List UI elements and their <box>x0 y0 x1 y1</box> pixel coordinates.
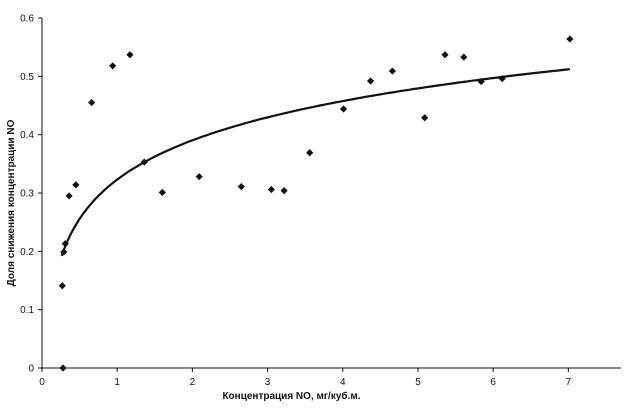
y-tick-label: 0.1 <box>20 305 34 316</box>
data-point-marker <box>339 105 348 113</box>
data-point-marker <box>158 188 166 197</box>
data-point-marker <box>566 35 574 43</box>
y-axis-ticks: 0 0.1 0.2 0.3 0.4 0.5 0.6 <box>20 14 42 375</box>
data-points <box>58 35 574 372</box>
x-tick-label: 5 <box>415 377 421 388</box>
data-point-marker <box>280 187 288 195</box>
data-point-marker <box>195 173 203 181</box>
data-point-marker <box>72 181 80 189</box>
y-tick-label: 0.5 <box>20 72 34 83</box>
data-point-marker <box>498 75 506 83</box>
data-point-marker <box>109 62 117 70</box>
data-point-marker <box>61 240 69 248</box>
x-tick-label: 4 <box>340 377 346 388</box>
x-tick-label: 7 <box>566 377 572 388</box>
y-tick-label: 0 <box>28 364 34 375</box>
logarithmic-trendline <box>60 68 571 257</box>
data-point-marker <box>388 67 397 75</box>
data-point-marker <box>267 185 275 194</box>
data-point-marker <box>421 114 429 122</box>
data-point-marker <box>367 77 375 85</box>
y-tick-label: 0.4 <box>20 130 34 141</box>
x-tick-label: 2 <box>190 377 196 388</box>
x-axis-ticks: 0 1 2 3 4 5 6 7 <box>39 368 572 388</box>
y-tick-label: 0.3 <box>20 189 34 200</box>
data-point-marker <box>140 158 148 166</box>
y-tick-label: 0.6 <box>20 14 34 25</box>
x-tick-label: 0 <box>39 377 45 388</box>
x-tick-label: 3 <box>265 377 271 388</box>
y-tick-label: 0.2 <box>20 247 34 258</box>
axes <box>41 18 621 369</box>
data-point-marker <box>59 364 67 372</box>
x-axis-title: Концентрация NO, мг/куб.м. <box>222 390 360 402</box>
data-point-marker <box>441 51 449 59</box>
y-axis-title: Доля снижения концентрации NO <box>6 119 17 286</box>
x-tick-label: 6 <box>490 377 496 388</box>
data-point-marker <box>237 182 245 191</box>
data-point-marker <box>88 98 96 107</box>
data-point-marker <box>477 77 485 86</box>
data-point-marker <box>306 149 314 157</box>
data-point-marker <box>126 51 134 59</box>
data-point-marker <box>65 192 73 200</box>
data-point-marker <box>58 282 66 290</box>
data-point-marker <box>60 248 68 256</box>
x-tick-label: 1 <box>114 377 120 388</box>
data-point-marker <box>460 53 468 61</box>
